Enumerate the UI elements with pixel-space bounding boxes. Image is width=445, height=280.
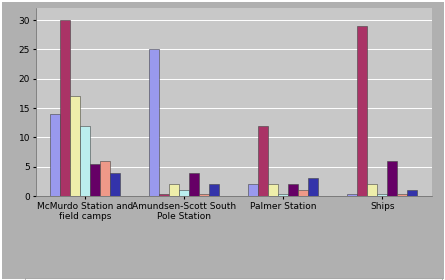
Bar (298, 190, 308, 196)
Bar (90, 164, 100, 196)
Legend: Aeronomy
Astrophysics, Biology
Medicine, Geology
Geophysics, Glaciology, Climate: Aeronomy Astrophysics, Biology Medicine,… (25, 278, 442, 280)
Bar (377, 194, 387, 196)
Bar (159, 194, 169, 196)
Bar (70, 96, 80, 196)
Bar (367, 184, 377, 196)
Bar (169, 184, 179, 196)
Bar (357, 26, 367, 196)
Bar (387, 161, 397, 196)
Bar (150, 50, 159, 196)
Bar (100, 161, 110, 196)
Bar (50, 114, 61, 196)
Bar (80, 126, 90, 196)
Bar (397, 194, 407, 196)
Bar (348, 194, 357, 196)
Bar (199, 194, 209, 196)
Bar (268, 184, 278, 196)
Bar (278, 194, 288, 196)
Bar (189, 172, 199, 196)
Bar (209, 184, 219, 196)
Bar (308, 178, 318, 196)
Bar (248, 184, 259, 196)
Bar (61, 20, 70, 196)
Bar (407, 190, 417, 196)
Bar (288, 184, 298, 196)
Bar (110, 172, 120, 196)
Bar (259, 126, 268, 196)
Bar (179, 190, 189, 196)
